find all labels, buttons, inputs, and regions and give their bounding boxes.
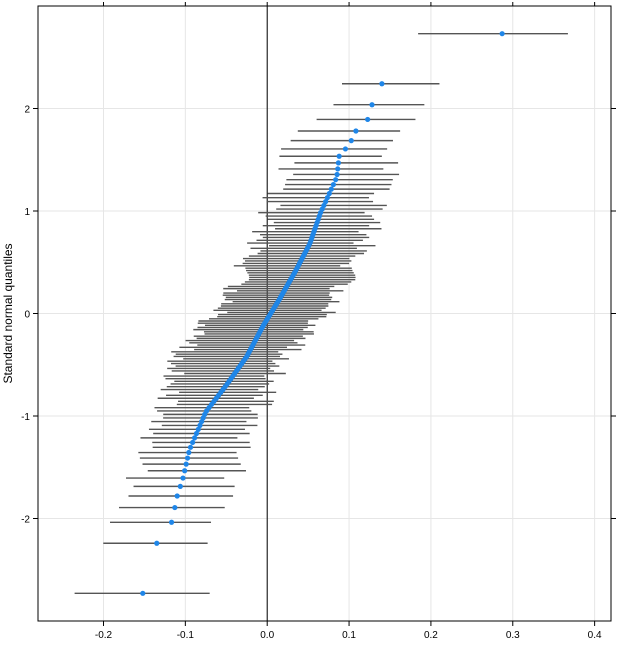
point-layer bbox=[140, 31, 505, 596]
x-tick-label: -0.2 bbox=[95, 630, 113, 641]
grid-layer bbox=[38, 6, 611, 621]
estimate-point bbox=[180, 475, 186, 481]
x-tick-label: -0.1 bbox=[177, 630, 195, 641]
y-tick-label: -2 bbox=[21, 515, 30, 526]
estimate-point bbox=[172, 504, 178, 511]
estimate-point bbox=[328, 186, 334, 192]
estimate-point bbox=[323, 199, 329, 205]
estimate-point bbox=[182, 468, 188, 474]
estimate-point bbox=[335, 166, 341, 172]
x-tick-label: 0.0 bbox=[260, 630, 274, 641]
estimate-point bbox=[330, 181, 337, 188]
estimate-point bbox=[499, 31, 505, 37]
y-axis-title: Standard normal quantiles bbox=[1, 243, 15, 383]
y-tick-label: 0 bbox=[24, 310, 30, 321]
estimate-point bbox=[187, 444, 194, 450]
x-tick-label: 0.2 bbox=[424, 630, 438, 641]
estimate-point bbox=[191, 435, 198, 441]
x-tick-label: 0.3 bbox=[506, 630, 520, 641]
estimate-point bbox=[154, 540, 160, 546]
estimate-point bbox=[177, 483, 183, 489]
estimate-point bbox=[183, 461, 189, 467]
estimate-point bbox=[184, 455, 191, 461]
y-tick-label: 1 bbox=[24, 207, 30, 218]
estimate-point bbox=[342, 146, 349, 152]
estimate-point bbox=[365, 116, 371, 123]
estimate-point bbox=[140, 590, 146, 596]
interval-layer bbox=[74, 32, 568, 595]
estimate-point bbox=[334, 171, 340, 178]
x-tick-label: 0.4 bbox=[588, 630, 602, 641]
estimate-point bbox=[353, 128, 359, 134]
estimate-point bbox=[193, 430, 200, 437]
estimate-point bbox=[324, 195, 331, 201]
estimate-point bbox=[369, 102, 375, 108]
x-tick-label: 0.1 bbox=[342, 630, 356, 641]
estimate-point bbox=[348, 138, 354, 144]
estimate-point bbox=[168, 519, 175, 525]
estimate-point bbox=[186, 449, 192, 456]
estimate-point bbox=[190, 439, 196, 446]
estimate-point bbox=[174, 493, 180, 499]
estimate-point bbox=[326, 190, 332, 197]
estimate-point bbox=[335, 160, 342, 166]
y-tick-label: -1 bbox=[21, 412, 30, 423]
estimate-point bbox=[333, 177, 339, 183]
y-tick-label: 2 bbox=[24, 105, 30, 116]
estimate-point bbox=[379, 81, 385, 87]
estimate-point bbox=[195, 426, 201, 432]
estimate-point bbox=[336, 153, 342, 159]
tick-layer: -0.2 -0.1 0.0 0.1 0.2 0.3 0.4 -2 -1 0 1 2 bbox=[21, 2, 616, 641]
